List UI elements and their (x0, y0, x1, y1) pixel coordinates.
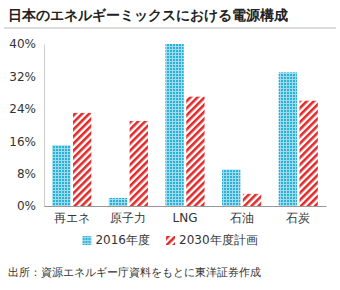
legend-label: 2030年度計画 (179, 233, 258, 247)
bar (130, 121, 148, 206)
y-axis-line (44, 45, 45, 207)
x-tick-label: 石油 (230, 211, 254, 225)
legend-swatch (166, 236, 175, 245)
y-tick: 16% (9, 135, 44, 149)
x-tick-label: LNG (173, 211, 198, 225)
y-tick: 0% (17, 199, 44, 213)
title: 日本のエネルギーミックスにおける電源構成 (8, 7, 288, 23)
legend-label: 2016年度 (95, 233, 150, 247)
x-tick: 再エネ (54, 206, 90, 225)
x-axis: 再エネ 原子力 LNG 石油 石炭 (45, 206, 327, 225)
x-tick-label: 石炭 (286, 211, 310, 225)
legend-item: 2016年度 (82, 233, 150, 247)
y-tick-label: 8% (17, 167, 36, 181)
bar (279, 72, 297, 206)
legend-swatch (82, 236, 91, 245)
y-tick: 24% (9, 102, 44, 116)
bar (186, 97, 204, 206)
chart: 日本のエネルギーミックスにおける電源構成 0% 8% 16% 24% 32% 40% 再エネ 原… (0, 0, 340, 290)
bar (52, 145, 70, 206)
legend-item: 2030年度計画 (166, 233, 258, 247)
title-rule (4, 28, 336, 29)
bar (165, 44, 183, 206)
x-tick: 石油 (230, 206, 254, 225)
y-tick-label: 32% (9, 70, 36, 84)
x-tick: LNG (173, 206, 198, 225)
bar (109, 198, 127, 206)
x-tick-label: 原子力 (110, 211, 146, 225)
legend: 2016年度 2030年度計画 (82, 233, 257, 247)
y-axis: 0% 8% 16% 24% 32% 40% (9, 37, 44, 213)
y-tick: 8% (17, 167, 44, 181)
source-note: 出所：資源エネルギー庁資料をもとに東洋証券作成 (8, 266, 261, 278)
x-axis-line (45, 206, 327, 207)
x-tick-label: 再エネ (54, 211, 90, 225)
plot: 0% 8% 16% 24% 32% 40% 再エネ 原子力 LNG 石油 石炭 (9, 37, 326, 224)
bars (52, 44, 318, 206)
bar (73, 113, 91, 206)
y-tick: 40% (9, 37, 44, 51)
y-tick-label: 16% (9, 135, 36, 149)
y-tick-label: 0% (17, 199, 36, 213)
bar (300, 101, 318, 206)
bar (222, 170, 240, 206)
y-tick-label: 40% (9, 37, 36, 51)
x-tick: 石炭 (286, 206, 310, 225)
y-tick: 32% (9, 70, 44, 84)
x-tick: 原子力 (110, 206, 146, 225)
y-tick-label: 24% (9, 102, 36, 116)
bar (243, 194, 261, 206)
